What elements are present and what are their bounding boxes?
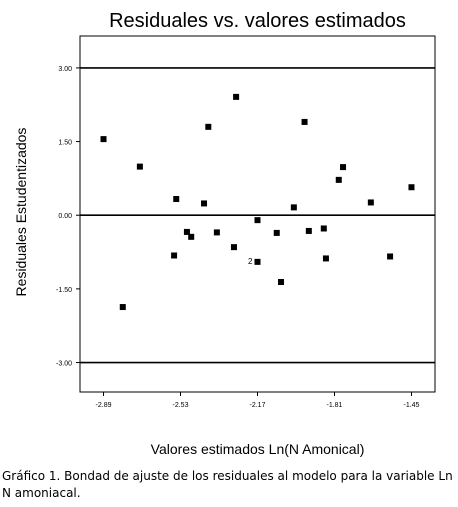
data-point-9 [213, 229, 220, 236]
data-point-15 [278, 279, 285, 286]
data-point-4 [173, 196, 180, 203]
y-tick-label-0: 3.00 [58, 66, 72, 73]
chart-title: Residuales vs. valores estimados [109, 10, 406, 32]
data-point-19 [320, 225, 327, 232]
x-tick-label-2: -2.17 [250, 402, 266, 409]
data-point-21 [335, 176, 342, 183]
data-point-11 [233, 93, 240, 100]
data-point-24 [387, 253, 394, 260]
residual-scatter-chart: Residuales vs. valores estimados Residua… [13, 10, 436, 457]
data-point-10 [230, 244, 237, 251]
data-point-12 [254, 217, 261, 224]
x-tick-label-4: -1.45 [403, 402, 419, 409]
x-axis-label: Valores estimados Ln(N Amonical) [150, 441, 365, 457]
data-point-8 [205, 123, 212, 130]
x-tick-label-3: -1.81 [327, 402, 343, 409]
data-point-0 [100, 136, 107, 143]
plot-area: 3.00 1.50 0.00 -1.50 -3.00 -2.89 -2.53 -2.17 -1.… [56, 35, 436, 409]
data-point-18 [305, 227, 312, 234]
figure-caption: Gráfico 1. Bondad de ajuste de los resid… [2, 469, 453, 500]
x-tick-label-1: -2.53 [173, 402, 189, 409]
data-point-22 [340, 164, 347, 171]
data-point-7 [201, 200, 208, 207]
data-point-25 [408, 184, 415, 191]
data-point-23 [367, 199, 374, 206]
data-point-13 [254, 258, 261, 265]
data-point-16 [290, 204, 297, 211]
data-point-5 [183, 228, 190, 235]
data-point-3 [171, 252, 178, 259]
plot-frame [79, 35, 436, 393]
data-point-6 [188, 233, 195, 240]
y-tick-label-1: 1.50 [58, 140, 72, 147]
data-point-2 [136, 163, 143, 170]
data-point-1 [119, 304, 126, 311]
x-tick-label-0: -2.89 [96, 402, 112, 409]
y-tick-label-3: -1.50 [56, 287, 72, 294]
y-tick-label-2: 0.00 [58, 213, 72, 220]
data-point-14 [273, 229, 280, 236]
data-point-17 [301, 118, 308, 125]
data-point-label-13: 2 [248, 257, 253, 266]
y-tick-label-4: -3.00 [56, 361, 72, 368]
data-point-20 [322, 255, 329, 262]
